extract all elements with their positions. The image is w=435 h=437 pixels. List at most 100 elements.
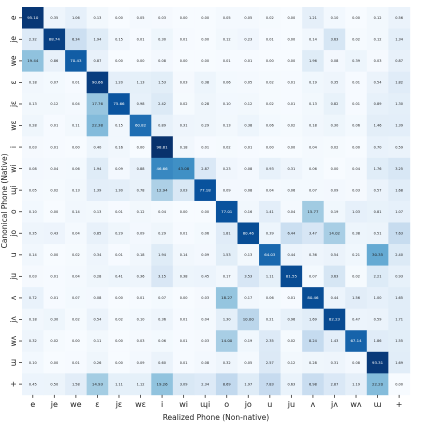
heatmap-cell <box>259 136 281 159</box>
cell-value-label: 0.82 <box>331 102 339 106</box>
cell-value-label: 10.00 <box>243 317 255 322</box>
heatmap-cell <box>43 50 66 72</box>
cell-value-label: 0.19 <box>244 339 252 343</box>
cell-value-label: 0.21 <box>352 253 360 257</box>
heatmap-cell <box>237 28 260 51</box>
heatmap-cell <box>172 114 195 137</box>
y-tick-label: ɯ <box>9 359 18 366</box>
heatmap-cell <box>366 7 389 29</box>
heatmap-cell <box>366 351 389 374</box>
cell-value-label: 0.12 <box>287 361 295 365</box>
cell-value-label: 3.25 <box>395 167 403 171</box>
heatmap-cell <box>65 351 87 374</box>
cell-value-label: 0.35 <box>29 231 37 235</box>
heatmap-cell <box>108 330 131 353</box>
heatmap-cell <box>65 244 87 266</box>
cell-value-label: 0.01 <box>72 361 80 365</box>
cell-value-label: 0.43 <box>50 231 58 235</box>
heatmap-cell <box>194 351 217 374</box>
cell-value-label: 0.00 <box>201 210 209 214</box>
y-tick-label: ju <box>9 273 18 281</box>
cell-value-label: 0.59 <box>374 318 382 322</box>
cell-value-label: 0.56 <box>395 16 403 20</box>
cell-value-label: 0.05 <box>244 361 252 365</box>
cell-value-label: 0.36 <box>309 253 317 257</box>
heatmap-cell <box>22 28 44 51</box>
heatmap-cell <box>345 287 368 309</box>
cell-value-label: 0.02 <box>72 318 80 322</box>
cell-value-label: 0.08 <box>158 59 166 63</box>
heatmap-cell <box>215 287 238 309</box>
cell-value-label: 0.98 <box>137 102 145 106</box>
cell-value-label: 0.35 <box>331 81 339 85</box>
cell-value-label: 1.21 <box>309 16 317 20</box>
heatmap-cell <box>65 308 87 331</box>
heatmap-cell <box>302 200 324 223</box>
heatmap-cell <box>43 157 66 180</box>
x-tick-label: ɰi <box>200 400 210 409</box>
heatmap-cell <box>388 93 411 116</box>
heatmap-cell <box>65 93 87 116</box>
cell-value-label: 0.04 <box>352 167 361 171</box>
cell-value-label: 0.01 <box>137 296 145 300</box>
heatmap-cell <box>151 93 174 116</box>
heatmap-cell <box>215 373 238 396</box>
x-axis-title: Realized Phone (Non-native) <box>163 413 270 422</box>
heatmap-cell <box>388 373 411 396</box>
x-tick-label: o <box>224 400 229 409</box>
cell-value-label: 0.12 <box>137 210 145 214</box>
cell-value-label: 0.87 <box>94 59 102 63</box>
heatmap-cell <box>302 114 324 137</box>
heatmap-cell <box>86 330 109 353</box>
heatmap-cell <box>366 136 389 159</box>
heatmap-cell <box>302 351 324 374</box>
cell-value-label: 46.66 <box>157 166 169 171</box>
heatmap-cell <box>151 351 174 374</box>
cell-value-label: 0.14 <box>29 253 38 257</box>
cell-value-label: 1.53 <box>158 81 166 85</box>
cell-value-label: 2.34 <box>201 382 210 386</box>
heatmap-cell <box>172 373 195 396</box>
cell-value-label: 0.01 <box>180 231 188 235</box>
heatmap-cell <box>345 114 368 137</box>
heatmap-cell <box>22 330 44 353</box>
heatmap-cell <box>259 222 281 245</box>
heatmap-cell <box>323 71 346 94</box>
heatmap-cell <box>215 244 238 266</box>
cell-value-label: 0.26 <box>94 361 102 365</box>
heatmap-cell <box>345 71 368 94</box>
heatmap-cell <box>22 200 44 223</box>
cell-value-label: 0.57 <box>374 188 382 192</box>
cell-value-label: 0.00 <box>137 59 145 63</box>
cell-value-label: 0.01 <box>50 124 58 128</box>
heatmap-cell <box>388 157 411 180</box>
heatmap-cell <box>323 136 346 159</box>
heatmap-cell <box>323 114 346 137</box>
x-tick-label: jo <box>244 400 252 409</box>
heatmap-cell <box>172 179 195 202</box>
cell-value-label: 1.69 <box>309 318 317 322</box>
heatmap-cell <box>280 93 303 116</box>
cell-value-label: 0.00 <box>287 145 295 149</box>
cell-value-label: 0.30 <box>158 38 166 42</box>
cell-value-label: 0.00 <box>137 145 145 149</box>
cell-value-label: 1.13 <box>137 81 145 85</box>
heatmap-cell <box>86 222 109 245</box>
heatmap-cell <box>323 7 346 29</box>
cell-value-label: 0.00 <box>287 38 295 42</box>
cell-value-label: 0.23 <box>244 38 252 42</box>
heatmap-cell <box>237 287 260 309</box>
cell-value-label: 0.00 <box>180 16 188 20</box>
cell-value-label: 0.15 <box>115 124 123 128</box>
cell-value-label: 1.00 <box>374 296 382 300</box>
heatmap-cell <box>323 50 346 72</box>
cell-value-label: 0.06 <box>223 81 231 85</box>
heatmap-cell <box>43 222 66 245</box>
heatmap-cell <box>43 93 66 116</box>
cell-value-label: 80.46 <box>307 295 319 300</box>
heatmap-cell <box>323 265 346 288</box>
cell-value-label: 0.07 <box>158 296 166 300</box>
heatmap-cell <box>22 222 44 245</box>
heatmap-cell <box>280 114 303 137</box>
cell-value-label: 0.05 <box>29 188 37 192</box>
